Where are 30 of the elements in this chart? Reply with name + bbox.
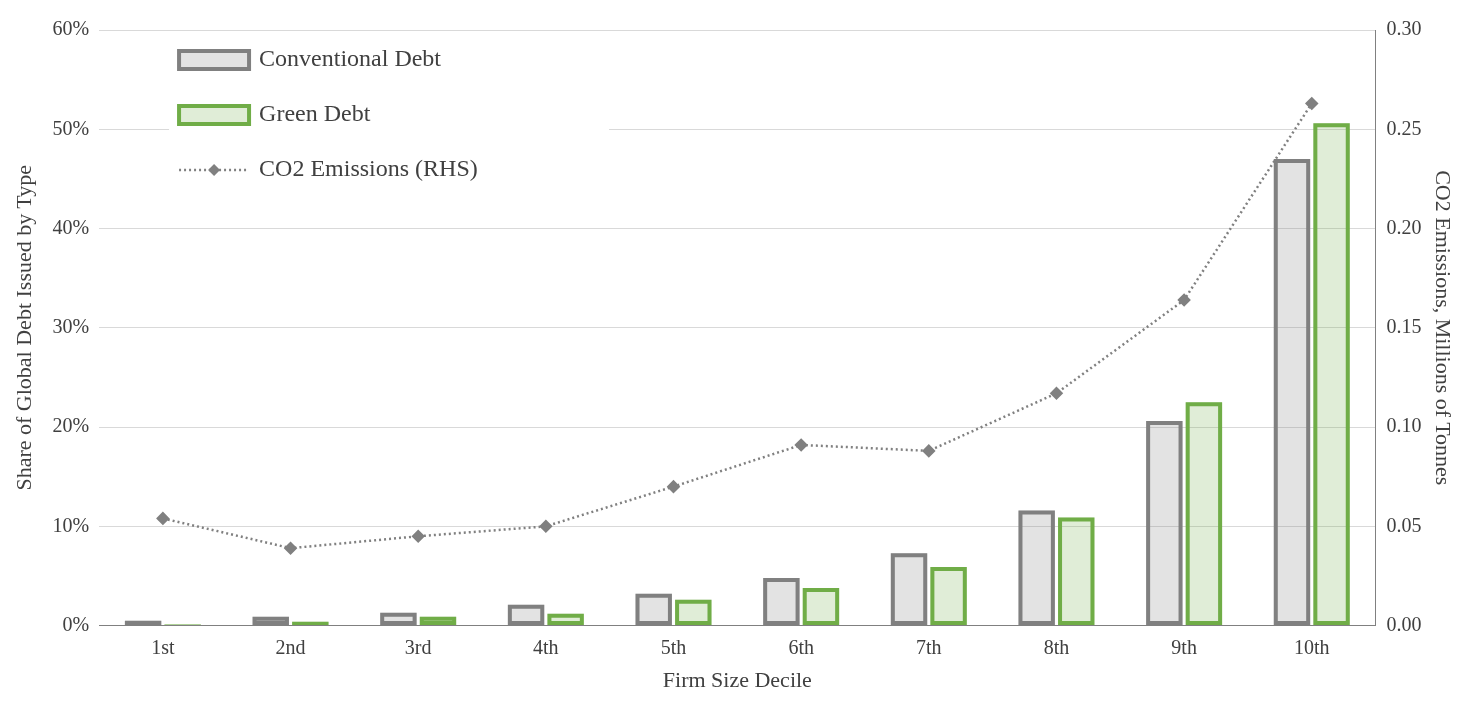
- y-tick-label: 40%: [52, 215, 90, 238]
- y2-tick-label: 0.10: [1386, 414, 1422, 437]
- y2-tick-label: 0.05: [1386, 513, 1422, 536]
- x-tick-label: 6th: [788, 635, 814, 658]
- x-tick-label: 2nd: [275, 635, 306, 658]
- legend-label: Conventional Debt: [259, 45, 442, 72]
- y-tick-label: 10%: [52, 513, 90, 536]
- legend-label: Green Debt: [259, 100, 371, 127]
- y-tick-label: 0%: [62, 612, 90, 635]
- y2-tick-label: 0.15: [1386, 315, 1422, 338]
- x-tick-label: 1st: [151, 635, 175, 658]
- y-axis-title: Share of Global Debt Issued by Type: [10, 165, 36, 491]
- y-tick-label: 50%: [52, 116, 90, 139]
- x-tick-label: 7th: [916, 635, 942, 658]
- legend-label: CO2 Emissions (RHS): [259, 155, 478, 182]
- y-tick-label: 60%: [52, 17, 90, 40]
- y-tick-label: 20%: [52, 414, 90, 437]
- y2-tick-label: 0.30: [1386, 17, 1422, 40]
- x-axis-title: Firm Size Decile: [662, 666, 812, 692]
- y2-tick-label: 0.20: [1386, 215, 1422, 238]
- x-tick-label: 3rd: [404, 635, 432, 658]
- x-tick-label: 9th: [1171, 635, 1197, 658]
- x-tick-label: 10th: [1293, 635, 1330, 658]
- y-tick-label: 30%: [52, 315, 90, 338]
- y2-axis-title: CO2 Emissions, Millions of Tonnes: [1431, 170, 1457, 486]
- x-tick-label: 4th: [533, 635, 559, 658]
- x-tick-label: 5th: [660, 635, 687, 658]
- y2-tick-label: 0.00: [1386, 612, 1422, 635]
- y2-tick-label: 0.25: [1386, 116, 1422, 139]
- x-tick-label: 8th: [1043, 635, 1070, 658]
